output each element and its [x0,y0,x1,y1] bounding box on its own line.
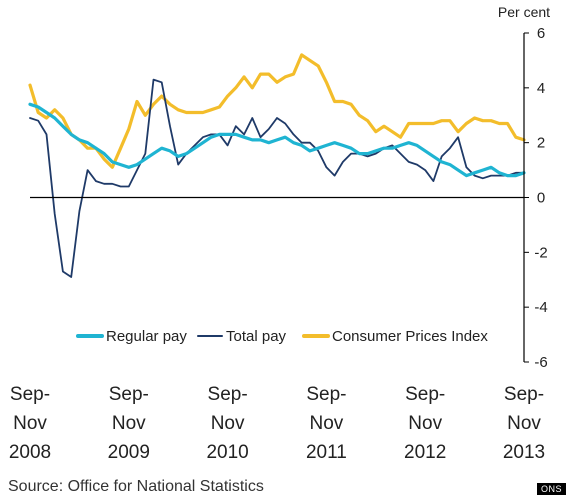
y-tick-label: 4 [537,80,545,97]
y-tick-label: -6 [534,354,547,371]
y-tick-label: 6 [537,25,545,42]
legend-label: Consumer Prices Index [332,328,488,345]
series-lines [28,53,526,278]
x-tick-label: Sep-Nov 2010 [206,384,248,463]
y-tick-label: 0 [537,190,545,207]
legend: Regular pay Total pay Consumer Prices Inde… [76,328,488,345]
unit-label: Per cent [498,4,550,20]
legend-label: Total pay [226,328,287,345]
legend-label: Regular pay [106,328,187,345]
x-tick-label: Sep-Nov 2008 [9,384,51,463]
source-note: Source: Office for National Statistics [8,478,264,495]
y-tick-label: -4 [534,299,547,316]
x-axis-ticks: Sep-Nov 2008 Sep-Nov 2009 Sep-Nov 2010 Sep-Nov… [9,384,545,463]
series-line-total-pay [29,78,525,278]
ons-badge: ONS [536,483,566,495]
series-line-consumer-prices-index [28,53,526,169]
x-tick-label: Sep-Nov 2013 [503,384,545,463]
x-tick-label: Sep-Nov 2009 [108,384,150,463]
x-tick-label: Sep-Nov 2012 [404,384,446,463]
y-tick-label: 2 [537,135,545,152]
y-axis-ticks: 6 4 2 0 -2 -4 -6 [524,25,548,371]
y-tick-label: -2 [534,244,547,261]
x-tick-label: Sep-Nov 2011 [306,384,347,463]
series-line-regular-pay [28,102,526,178]
